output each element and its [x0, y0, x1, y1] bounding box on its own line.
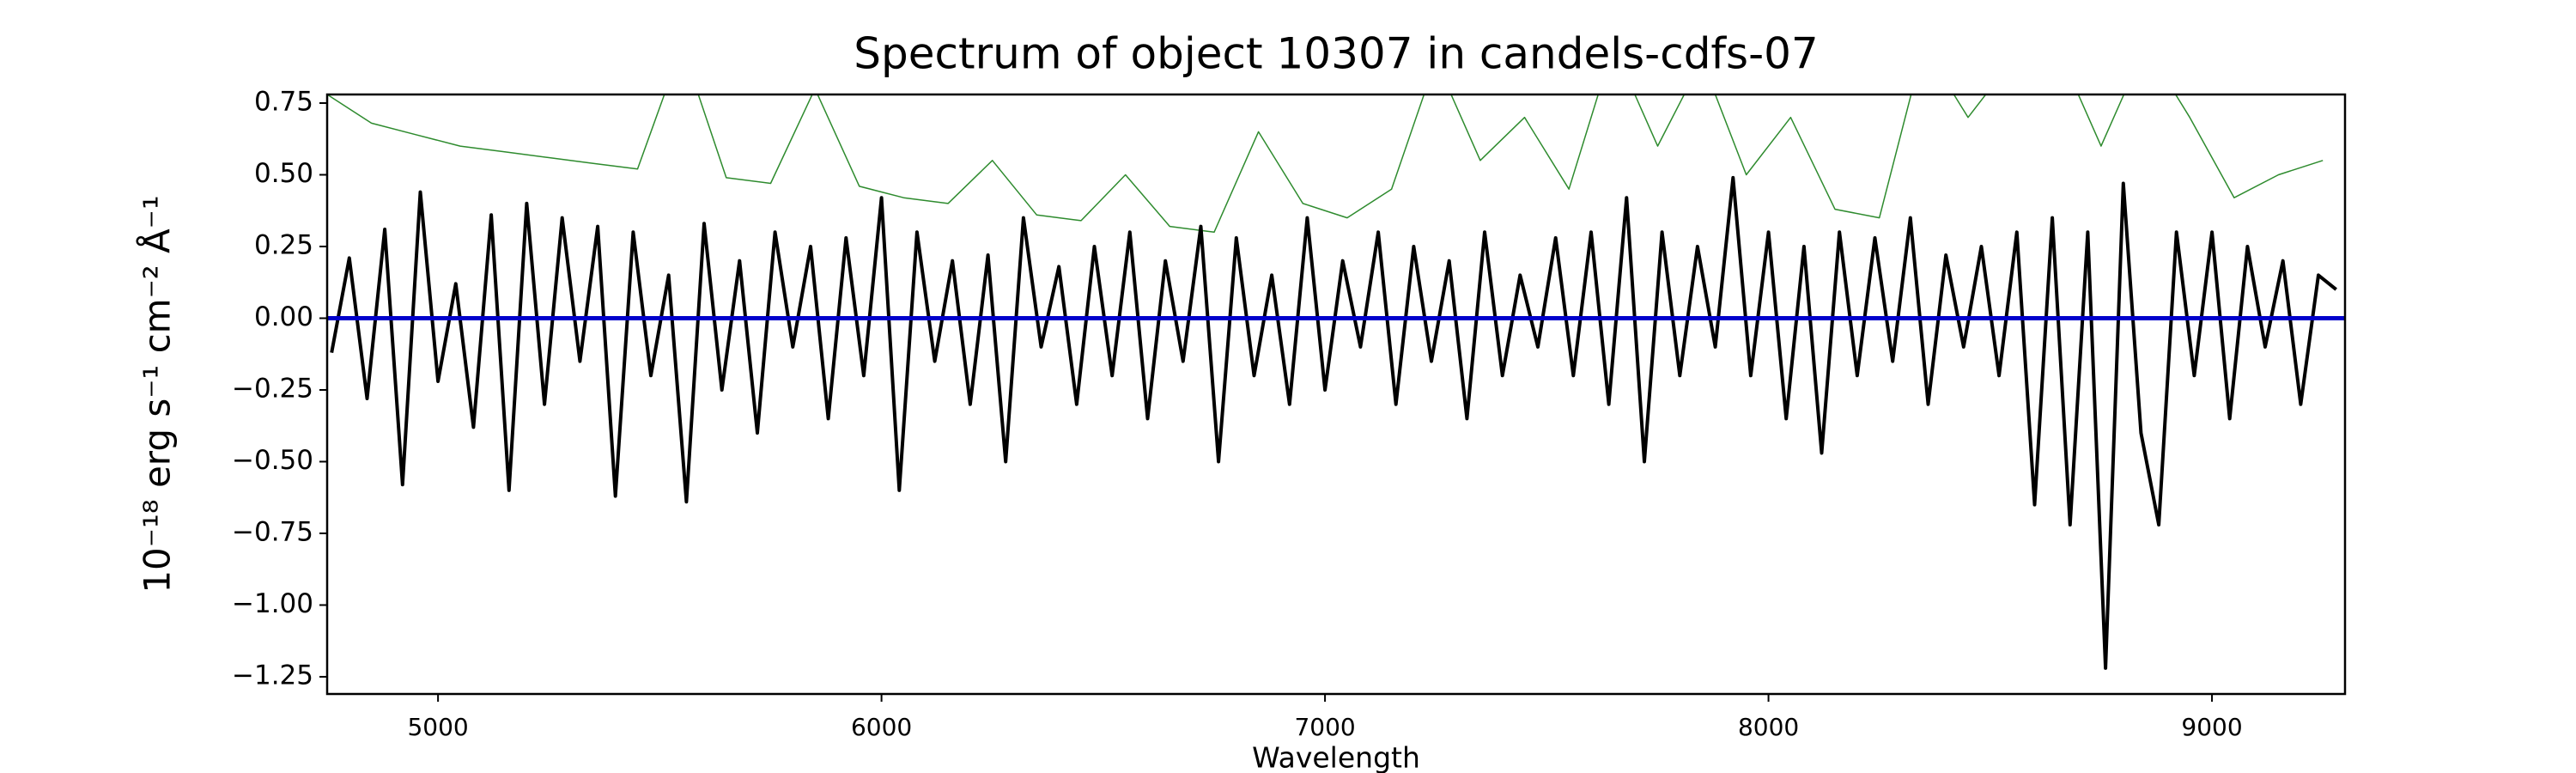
x-tick-label: 9000 — [2181, 713, 2242, 741]
y-tick-label: 0.50 — [254, 158, 313, 189]
x-tick-label: 5000 — [407, 713, 468, 741]
y-tick-label: −1.25 — [232, 660, 313, 691]
chart-title: Spectrum of object 10307 in candels-cdfs… — [854, 29, 1819, 79]
plot-area — [327, 94, 2345, 670]
y-tick-label: 0.75 — [254, 87, 313, 118]
y-tick-label: −0.50 — [232, 445, 313, 476]
x-axis-label: Wavelength — [1252, 741, 1420, 773]
y-tick-label: −0.75 — [232, 516, 313, 547]
x-tick-label: 8000 — [1738, 713, 1799, 741]
x-tick-label: 6000 — [851, 713, 912, 741]
y-tick-label: −0.25 — [232, 373, 313, 404]
y-tick-label: 0.00 — [254, 301, 313, 332]
x-tick-label: 7000 — [1294, 713, 1355, 741]
y-tick-label: 0.25 — [254, 230, 313, 261]
plot-frame — [325, 93, 2347, 696]
y-axis-label: 10⁻¹⁸ erg s⁻¹ cm⁻² Å⁻¹ — [136, 195, 179, 593]
spectrum-line — [327, 94, 2324, 234]
y-tick-label: −1.00 — [232, 588, 313, 619]
spectrum-line — [330, 175, 2337, 670]
